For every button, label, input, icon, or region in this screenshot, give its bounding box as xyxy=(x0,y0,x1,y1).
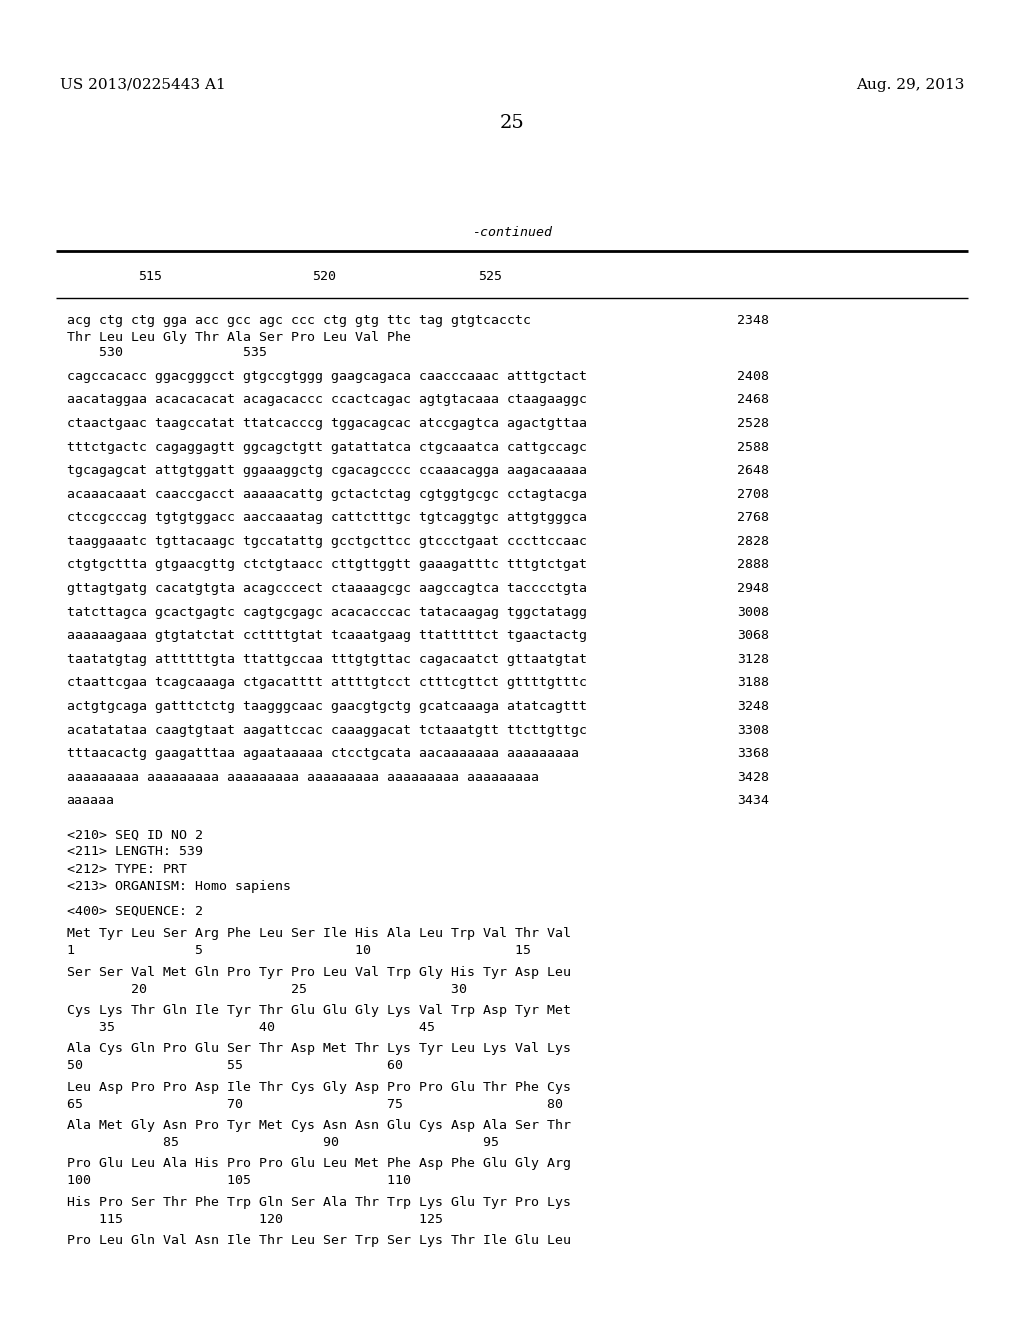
Text: Ser Ser Val Met Gln Pro Tyr Pro Leu Val Trp Gly His Tyr Asp Leu: Ser Ser Val Met Gln Pro Tyr Pro Leu Val … xyxy=(67,966,570,979)
Text: Ala Met Gly Asn Pro Tyr Met Cys Asn Asn Glu Cys Asp Ala Ser Thr: Ala Met Gly Asn Pro Tyr Met Cys Asn Asn … xyxy=(67,1119,570,1133)
Text: tttaacactg gaagatttaa agaataaaaa ctcctgcata aacaaaaaaa aaaaaaaaa: tttaacactg gaagatttaa agaataaaaa ctcctgc… xyxy=(67,747,579,760)
Text: 515: 515 xyxy=(138,269,162,282)
Text: 2708: 2708 xyxy=(737,488,769,500)
Text: <212> TYPE: PRT: <212> TYPE: PRT xyxy=(67,863,186,876)
Text: <210> SEQ ID NO 2: <210> SEQ ID NO 2 xyxy=(67,828,203,841)
Text: His Pro Ser Thr Phe Trp Gln Ser Ala Thr Trp Lys Glu Tyr Pro Lys: His Pro Ser Thr Phe Trp Gln Ser Ala Thr … xyxy=(67,1196,570,1209)
Text: aaaaaa: aaaaaa xyxy=(67,795,115,808)
Text: aaaaaaaaa aaaaaaaaa aaaaaaaaa aaaaaaaaa aaaaaaaaa aaaaaaaaa: aaaaaaaaa aaaaaaaaa aaaaaaaaa aaaaaaaaa … xyxy=(67,771,539,784)
Text: 3428: 3428 xyxy=(737,771,769,784)
Text: 50                  55                  60: 50 55 60 xyxy=(67,1059,402,1072)
Text: Ala Cys Gln Pro Glu Ser Thr Asp Met Thr Lys Tyr Leu Lys Val Lys: Ala Cys Gln Pro Glu Ser Thr Asp Met Thr … xyxy=(67,1043,570,1056)
Text: 85                  90                  95: 85 90 95 xyxy=(67,1137,499,1148)
Text: 2948: 2948 xyxy=(737,582,769,595)
Text: 2408: 2408 xyxy=(737,370,769,383)
Text: Pro Glu Leu Ala His Pro Pro Glu Leu Met Phe Asp Phe Glu Gly Arg: Pro Glu Leu Ala His Pro Pro Glu Leu Met … xyxy=(67,1158,570,1171)
Text: actgtgcaga gatttctctg taagggcaac gaacgtgctg gcatcaaaga atatcagttt: actgtgcaga gatttctctg taagggcaac gaacgtg… xyxy=(67,700,587,713)
Text: 25: 25 xyxy=(500,114,524,132)
Text: 115                 120                 125: 115 120 125 xyxy=(67,1213,442,1226)
Text: 3008: 3008 xyxy=(737,606,769,619)
Text: 2528: 2528 xyxy=(737,417,769,430)
Text: gttagtgatg cacatgtgta acagcccect ctaaaagcgc aagccagtca tacccctgta: gttagtgatg cacatgtgta acagcccect ctaaaag… xyxy=(67,582,587,595)
Text: 3128: 3128 xyxy=(737,653,769,665)
Text: 2768: 2768 xyxy=(737,511,769,524)
Text: tatcttagca gcactgagtc cagtgcgagc acacacccac tatacaagag tggctatagg: tatcttagca gcactgagtc cagtgcgagc acacacc… xyxy=(67,606,587,619)
Text: ctccgcccag tgtgtggacc aaccaaatag cattctttgc tgtcaggtgc attgtgggca: ctccgcccag tgtgtggacc aaccaaatag cattctt… xyxy=(67,511,587,524)
Text: 35                  40                  45: 35 40 45 xyxy=(67,1020,434,1034)
Text: tgcagagcat attgtggatt ggaaaggctg cgacagcccc ccaaacagga aagacaaaaa: tgcagagcat attgtggatt ggaaaggctg cgacagc… xyxy=(67,465,587,477)
Text: 2348: 2348 xyxy=(737,314,769,326)
Text: ctgtgcttta gtgaacgttg ctctgtaacc cttgttggtt gaaagatttc tttgtctgat: ctgtgcttta gtgaacgttg ctctgtaacc cttgttg… xyxy=(67,558,587,572)
Text: <213> ORGANISM: Homo sapiens: <213> ORGANISM: Homo sapiens xyxy=(67,880,291,894)
Text: 3188: 3188 xyxy=(737,676,769,689)
Text: <211> LENGTH: 539: <211> LENGTH: 539 xyxy=(67,846,203,858)
Text: 2588: 2588 xyxy=(737,441,769,454)
Text: Aug. 29, 2013: Aug. 29, 2013 xyxy=(856,78,964,92)
Text: Cys Lys Thr Gln Ile Tyr Thr Glu Glu Gly Lys Val Trp Asp Tyr Met: Cys Lys Thr Gln Ile Tyr Thr Glu Glu Gly … xyxy=(67,1005,570,1018)
Text: 3068: 3068 xyxy=(737,630,769,643)
Text: Leu Asp Pro Pro Asp Ile Thr Cys Gly Asp Pro Pro Glu Thr Phe Cys: Leu Asp Pro Pro Asp Ile Thr Cys Gly Asp … xyxy=(67,1081,570,1094)
Text: 2888: 2888 xyxy=(737,558,769,572)
Text: acg ctg ctg gga acc gcc agc ccc ctg gtg ttc tag gtgtcacctc: acg ctg ctg gga acc gcc agc ccc ctg gtg … xyxy=(67,314,530,326)
Text: cagccacacc ggacgggcct gtgccgtggg gaagcagaca caacccaaac atttgctact: cagccacacc ggacgggcct gtgccgtggg gaagcag… xyxy=(67,370,587,383)
Text: 3308: 3308 xyxy=(737,723,769,737)
Text: Met Tyr Leu Ser Arg Phe Leu Ser Ile His Ala Leu Trp Val Thr Val: Met Tyr Leu Ser Arg Phe Leu Ser Ile His … xyxy=(67,928,570,940)
Text: 525: 525 xyxy=(478,269,502,282)
Text: 530               535: 530 535 xyxy=(67,346,266,359)
Text: 100                 105                 110: 100 105 110 xyxy=(67,1175,411,1187)
Text: aaaaaagaaa gtgtatctat ccttttgtat tcaaatgaag ttatttttct tgaactactg: aaaaaagaaa gtgtatctat ccttttgtat tcaaatg… xyxy=(67,630,587,643)
Text: 2468: 2468 xyxy=(737,393,769,407)
Text: 1               5                   10                  15: 1 5 10 15 xyxy=(67,944,530,957)
Text: acaaacaaat caaccgacct aaaaacattg gctactctag cgtggtgcgc cctagtacga: acaaacaaat caaccgacct aaaaacattg gctactc… xyxy=(67,488,587,500)
Text: taaggaaatc tgttacaagc tgccatattg gcctgcttcc gtccctgaat cccttccaac: taaggaaatc tgttacaagc tgccatattg gcctgct… xyxy=(67,535,587,548)
Text: 2648: 2648 xyxy=(737,465,769,477)
Text: acatatataa caagtgtaat aagattccac caaaggacat tctaaatgtt ttcttgttgc: acatatataa caagtgtaat aagattccac caaagga… xyxy=(67,723,587,737)
Text: Pro Leu Gln Val Asn Ile Thr Leu Ser Trp Ser Lys Thr Ile Glu Leu: Pro Leu Gln Val Asn Ile Thr Leu Ser Trp … xyxy=(67,1234,570,1247)
Text: 3248: 3248 xyxy=(737,700,769,713)
Text: 2828: 2828 xyxy=(737,535,769,548)
Text: 3368: 3368 xyxy=(737,747,769,760)
Text: tttctgactc cagaggagtt ggcagctgtt gatattatca ctgcaaatca cattgccagc: tttctgactc cagaggagtt ggcagctgtt gatatta… xyxy=(67,441,587,454)
Text: taatatgtag attttttgta ttattgccaa tttgtgttac cagacaatct gttaatgtat: taatatgtag attttttgta ttattgccaa tttgtgt… xyxy=(67,653,587,665)
Text: Thr Leu Leu Gly Thr Ala Ser Pro Leu Val Phe: Thr Leu Leu Gly Thr Ala Ser Pro Leu Val … xyxy=(67,331,411,345)
Text: 65                  70                  75                  80: 65 70 75 80 xyxy=(67,1098,562,1110)
Text: 20                  25                  30: 20 25 30 xyxy=(67,982,467,995)
Text: ctaactgaac taagccatat ttatcacccg tggacagcac atccgagtca agactgttaa: ctaactgaac taagccatat ttatcacccg tggacag… xyxy=(67,417,587,430)
Text: <400> SEQUENCE: 2: <400> SEQUENCE: 2 xyxy=(67,906,203,917)
Text: 3434: 3434 xyxy=(737,795,769,808)
Text: ctaattcgaa tcagcaaaga ctgacatttt attttgtcct ctttcgttct gttttgtttc: ctaattcgaa tcagcaaaga ctgacatttt attttgt… xyxy=(67,676,587,689)
Text: 520: 520 xyxy=(312,269,336,282)
Text: -continued: -continued xyxy=(472,227,552,239)
Text: US 2013/0225443 A1: US 2013/0225443 A1 xyxy=(60,78,225,92)
Text: aacataggaa acacacacat acagacaccc ccactcagac agtgtacaaa ctaagaaggc: aacataggaa acacacacat acagacaccc ccactca… xyxy=(67,393,587,407)
